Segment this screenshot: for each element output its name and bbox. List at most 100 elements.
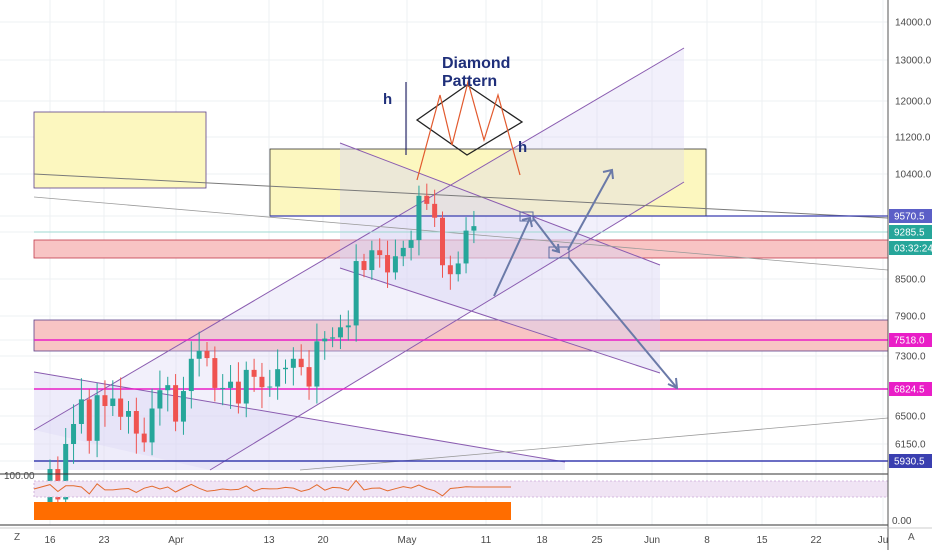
log-scale-button[interactable]: Z: [14, 532, 21, 543]
oscillator-panel: 100.00 0.00: [0, 471, 912, 527]
candle-body: [392, 256, 398, 273]
candle-body: [290, 358, 296, 368]
price-tick-label: 6500.0: [895, 412, 926, 423]
candle-body: [188, 358, 194, 392]
price-axis[interactable]: 14000.0 13000.0 12000.0 11200.0 10400.0 8500.…: [887, 0, 932, 550]
falling-channel-bottom: [339, 267, 661, 374]
candle-body: [385, 255, 391, 273]
candle-body: [471, 226, 477, 231]
arrow-up-target: [567, 168, 614, 251]
candle-body: [298, 358, 304, 368]
candle-body: [275, 369, 281, 387]
candle-body: [432, 203, 438, 218]
time-tick-label: 8: [704, 535, 710, 546]
auto-scale-button[interactable]: A: [908, 532, 915, 543]
projection-arrows: [493, 168, 679, 390]
candle-body: [447, 265, 453, 275]
time-tick-label: 20: [317, 535, 329, 546]
candle-body: [110, 398, 116, 407]
time-tick-label: 22: [810, 535, 822, 546]
price-tag-label: 9570.5: [894, 212, 925, 223]
candle-body: [353, 261, 359, 326]
height-label-left: h: [383, 91, 392, 108]
time-tick-label: 18: [536, 535, 548, 546]
channel-fills: [34, 48, 684, 470]
candle-body: [377, 250, 383, 256]
price-tag: [889, 382, 932, 396]
candle-body: [345, 325, 351, 328]
price-tick-label: 6150.0: [895, 440, 926, 451]
price-tag: [889, 241, 932, 255]
time-tick-label: 11: [481, 535, 492, 546]
candle-body: [165, 385, 171, 391]
price-tag: [889, 209, 932, 223]
candle-body: [220, 387, 226, 389]
price-tag-label: 5930.5: [894, 457, 925, 468]
candle-body: [400, 247, 406, 257]
price-tag-label: 7518.0: [894, 336, 925, 347]
price-tick-label: 12000.0: [895, 97, 932, 108]
volume-bar: [34, 502, 511, 520]
time-tick-label: 25: [591, 535, 603, 546]
candle-body: [440, 217, 445, 266]
time-tick-label: May: [398, 535, 417, 546]
candle-body: [126, 411, 131, 417]
candlestick-series: [47, 183, 477, 517]
candle-body: [228, 381, 234, 388]
rising-channel-top: [33, 47, 685, 431]
falling-channel-top: [339, 142, 661, 266]
candle-body: [86, 399, 92, 441]
candle-body: [71, 424, 77, 444]
price-tag: [889, 333, 932, 347]
price-tick-label: 7900.0: [895, 312, 926, 323]
lower-wedge-fill: [34, 372, 565, 470]
candle-body: [408, 240, 414, 248]
oscillator-band: [33, 480, 889, 498]
time-tick-label: 13: [263, 535, 275, 546]
price-tag-label: 03:32:24: [894, 244, 932, 255]
price-tick-label: 14000.0: [895, 18, 932, 29]
time-tick-label: 16: [44, 535, 56, 546]
long-trendline-down: [33, 371, 566, 463]
arrow-down-to-retest: [532, 217, 561, 254]
rising-channel-fill: [34, 48, 684, 470]
candle-body: [78, 399, 84, 424]
candle-body: [314, 341, 320, 387]
candle-body: [157, 390, 163, 409]
time-tick-label: 15: [756, 535, 768, 546]
candle-body: [204, 350, 210, 359]
candle-body: [251, 369, 257, 377]
candle-body: [283, 367, 288, 370]
oscillator-line: [33, 479, 511, 497]
highlight-zones: [33, 111, 889, 352]
oscillator-right-tick: 0.00: [892, 516, 912, 527]
price-tick-label: 10400.0: [895, 170, 932, 181]
arrow-up-to-breakout: [493, 216, 533, 297]
price-tick-label: 7300.0: [895, 352, 926, 363]
candle-body: [94, 395, 100, 441]
candle-body: [361, 261, 367, 271]
candle-body: [63, 444, 69, 500]
candle-body: [102, 395, 108, 407]
price-tag: [889, 454, 932, 468]
height-label-right: h: [518, 139, 527, 156]
candle-body: [455, 263, 461, 275]
price-tag-label: 6824.5: [894, 385, 925, 396]
price-tick-label: 8500.0: [895, 275, 926, 286]
diamond-shape: [415, 84, 524, 156]
candle-body: [149, 408, 155, 443]
candle-body: [369, 250, 375, 271]
time-axis[interactable]: 16 23 Apr 13 20 May 11 18 25 Jun 8 15 22 Ju: [0, 527, 932, 546]
arrow-down-target: [567, 256, 679, 390]
time-tick-label: Jun: [644, 535, 660, 546]
support-zone-lower: [33, 319, 889, 352]
price-tag-label: 9285.5: [894, 228, 925, 239]
breakout-box-upper: [519, 211, 534, 222]
candle-body: [141, 433, 147, 443]
pattern-title-line1: Diamond: [442, 55, 510, 72]
candle-body: [243, 369, 249, 404]
candle-body: [133, 411, 139, 434]
oscillator-label: 100.00: [4, 471, 35, 482]
